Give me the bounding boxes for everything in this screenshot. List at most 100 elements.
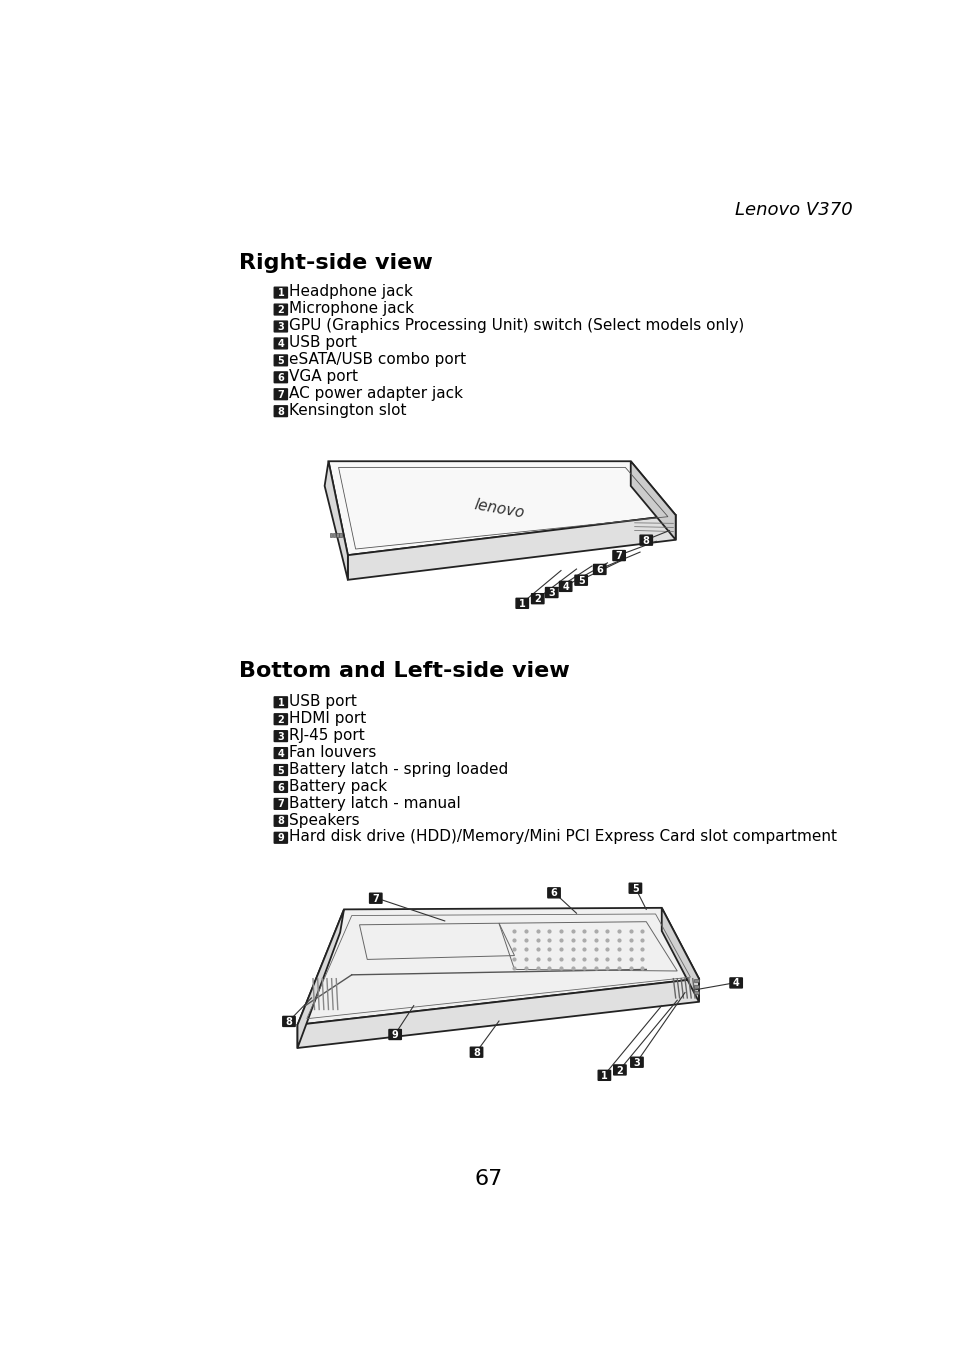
FancyBboxPatch shape (531, 593, 543, 604)
Text: 8: 8 (473, 1048, 479, 1057)
FancyBboxPatch shape (274, 338, 287, 349)
Bar (339, 533, 341, 536)
Text: 9: 9 (277, 833, 284, 844)
FancyBboxPatch shape (274, 355, 287, 366)
Bar (333, 533, 335, 536)
Text: Battery latch - spring loaded: Battery latch - spring loaded (289, 762, 508, 777)
Text: 3: 3 (633, 1057, 639, 1068)
FancyBboxPatch shape (274, 287, 287, 298)
Text: GPU (Graphics Processing Unit) switch (Select models only): GPU (Graphics Processing Unit) switch (S… (289, 318, 743, 333)
FancyBboxPatch shape (274, 765, 287, 776)
Text: 3: 3 (277, 322, 284, 332)
Text: 1: 1 (277, 288, 284, 298)
Bar (694, 991, 699, 994)
FancyBboxPatch shape (593, 565, 605, 574)
FancyBboxPatch shape (639, 535, 652, 546)
Text: 7: 7 (372, 894, 378, 903)
FancyBboxPatch shape (575, 575, 587, 585)
Text: 8: 8 (285, 1017, 293, 1026)
Polygon shape (348, 515, 675, 580)
FancyBboxPatch shape (274, 697, 287, 708)
FancyBboxPatch shape (470, 1047, 482, 1057)
FancyBboxPatch shape (274, 372, 287, 383)
Text: RJ-45 port: RJ-45 port (289, 728, 364, 743)
Text: 8: 8 (277, 816, 284, 826)
Text: 4: 4 (277, 749, 284, 758)
FancyBboxPatch shape (274, 781, 287, 792)
Text: 1: 1 (600, 1071, 607, 1080)
FancyBboxPatch shape (274, 714, 287, 724)
Text: 7: 7 (277, 799, 284, 810)
Text: Hard disk drive (HDD)/Memory/Mini PCI Express Card slot compartment: Hard disk drive (HDD)/Memory/Mini PCI Ex… (289, 830, 836, 845)
FancyBboxPatch shape (274, 799, 287, 810)
FancyBboxPatch shape (274, 389, 287, 399)
FancyBboxPatch shape (274, 833, 287, 844)
Text: HDMI port: HDMI port (289, 711, 366, 726)
FancyBboxPatch shape (274, 406, 287, 417)
FancyBboxPatch shape (282, 1017, 294, 1026)
FancyBboxPatch shape (598, 1070, 610, 1080)
FancyBboxPatch shape (613, 1064, 625, 1075)
Polygon shape (630, 462, 675, 540)
Bar (694, 979, 699, 982)
Text: eSATA/USB combo port: eSATA/USB combo port (289, 352, 466, 367)
FancyBboxPatch shape (612, 551, 624, 561)
Text: 7: 7 (615, 551, 622, 561)
Text: Battery pack: Battery pack (289, 779, 387, 793)
FancyBboxPatch shape (274, 305, 287, 315)
Text: 6: 6 (596, 565, 602, 575)
FancyBboxPatch shape (629, 883, 641, 894)
Text: Speakers: Speakers (289, 812, 359, 827)
Text: Kensington slot: Kensington slot (289, 403, 406, 418)
Text: 1: 1 (277, 697, 284, 708)
Text: 6: 6 (277, 372, 284, 383)
Text: VGA port: VGA port (289, 370, 357, 385)
Text: USB port: USB port (289, 695, 356, 709)
Polygon shape (297, 907, 699, 1025)
Text: 2: 2 (277, 715, 284, 724)
Text: 5: 5 (578, 575, 584, 586)
FancyBboxPatch shape (729, 978, 741, 988)
Text: 3: 3 (277, 731, 284, 742)
FancyBboxPatch shape (547, 888, 559, 898)
Text: 6: 6 (550, 888, 557, 899)
Text: 3: 3 (548, 588, 555, 598)
FancyBboxPatch shape (274, 815, 287, 826)
Polygon shape (297, 979, 699, 1048)
Text: 4: 4 (732, 979, 739, 988)
Polygon shape (297, 910, 344, 1048)
Text: 5: 5 (631, 884, 639, 894)
Text: Lenovo V370: Lenovo V370 (735, 202, 852, 219)
Text: 1: 1 (518, 598, 525, 609)
Text: 9: 9 (392, 1030, 398, 1040)
Text: 2: 2 (277, 305, 284, 315)
Text: 2: 2 (534, 594, 540, 604)
Text: lenovo: lenovo (472, 497, 525, 521)
Polygon shape (661, 907, 699, 1002)
Text: 5: 5 (277, 356, 284, 366)
Text: Battery latch - manual: Battery latch - manual (289, 796, 460, 811)
FancyBboxPatch shape (274, 747, 287, 758)
FancyBboxPatch shape (369, 894, 381, 903)
Text: AC power adapter jack: AC power adapter jack (289, 386, 462, 401)
Bar (694, 984, 699, 988)
Text: 5: 5 (277, 765, 284, 776)
FancyBboxPatch shape (274, 731, 287, 742)
Text: 7: 7 (277, 390, 284, 399)
FancyBboxPatch shape (274, 321, 287, 332)
Bar (335, 533, 338, 536)
Text: 4: 4 (561, 582, 568, 592)
Text: 8: 8 (642, 536, 649, 546)
Text: 4: 4 (277, 338, 284, 349)
FancyBboxPatch shape (516, 598, 528, 608)
Bar (330, 533, 332, 536)
FancyBboxPatch shape (558, 581, 571, 592)
Text: Bottom and Left-side view: Bottom and Left-side view (239, 661, 570, 681)
Polygon shape (324, 462, 348, 580)
Text: Microphone jack: Microphone jack (289, 302, 414, 317)
FancyBboxPatch shape (630, 1057, 642, 1067)
Text: 67: 67 (475, 1169, 502, 1189)
Text: 8: 8 (277, 406, 284, 417)
Text: 6: 6 (277, 783, 284, 792)
FancyBboxPatch shape (545, 588, 558, 597)
